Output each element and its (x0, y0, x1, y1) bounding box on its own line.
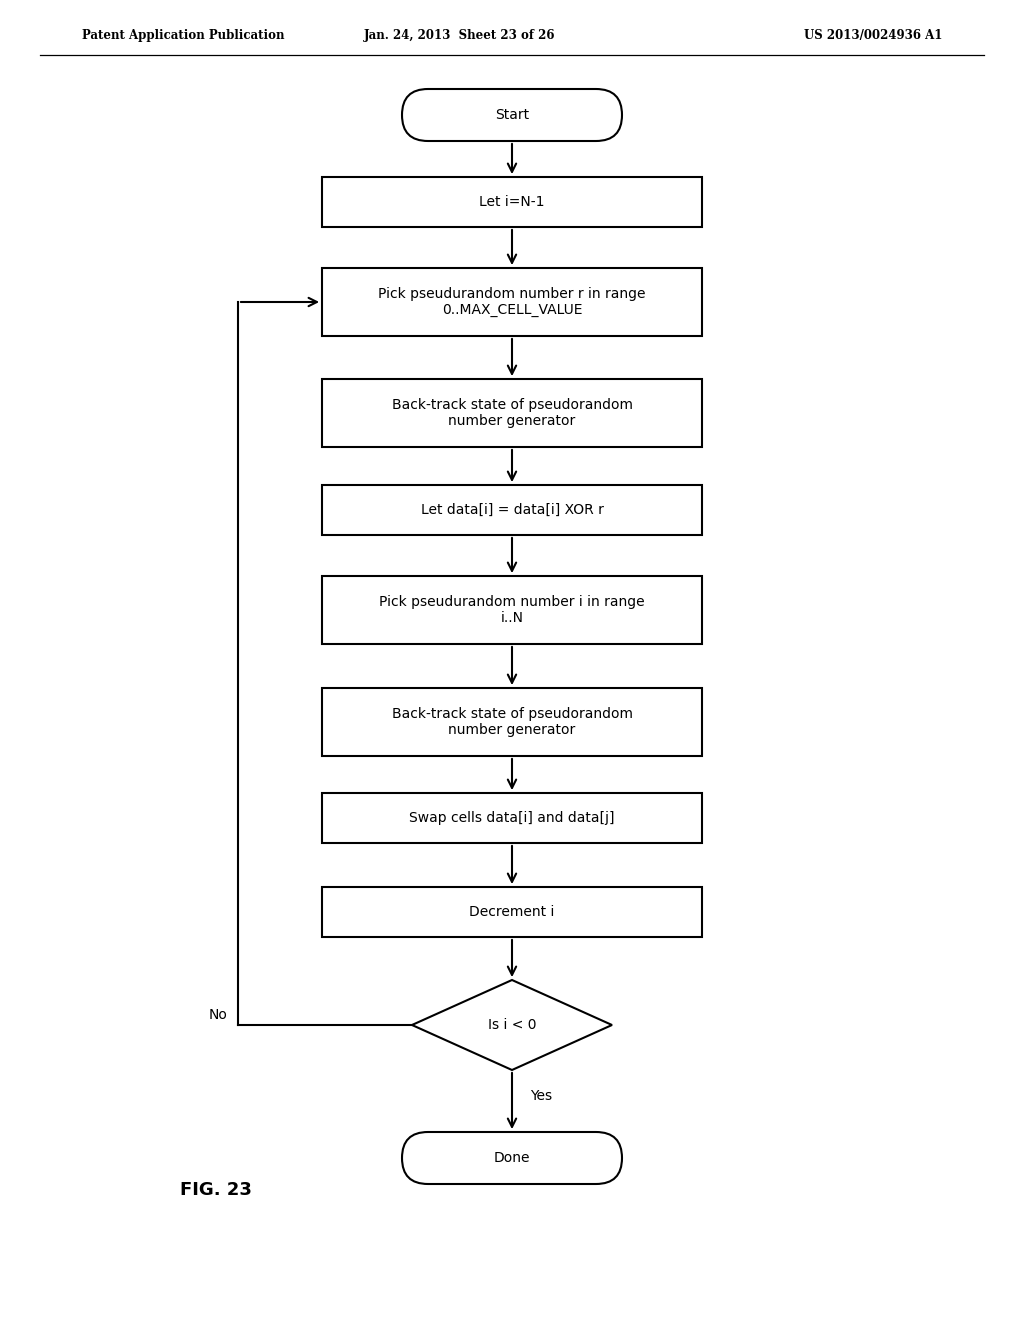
Text: No: No (209, 1008, 228, 1022)
Bar (322, 688, 702, 756)
Text: Swap cells data[i] and data[j]: Swap cells data[i] and data[j] (410, 810, 614, 825)
Text: Yes: Yes (530, 1089, 552, 1104)
Text: Pick pseudurandom number r in range
0..MAX_CELL_VALUE: Pick pseudurandom number r in range 0..M… (378, 286, 646, 317)
Text: Back-track state of pseudorandom
number generator: Back-track state of pseudorandom number … (391, 708, 633, 737)
Text: Back-track state of pseudorandom
number generator: Back-track state of pseudorandom number … (391, 397, 633, 428)
Text: Let i=N-1: Let i=N-1 (479, 195, 545, 209)
Text: Done: Done (494, 1151, 530, 1166)
Bar (322, 177, 702, 227)
Bar (322, 576, 702, 644)
Text: Patent Application Publication: Patent Application Publication (82, 29, 285, 41)
Text: Jan. 24, 2013  Sheet 23 of 26: Jan. 24, 2013 Sheet 23 of 26 (365, 29, 556, 41)
Text: Is i < 0: Is i < 0 (487, 1018, 537, 1032)
Text: Pick pseudurandom number i in range
i..N: Pick pseudurandom number i in range i..N (379, 595, 645, 626)
Bar (322, 379, 702, 447)
Polygon shape (412, 979, 612, 1071)
FancyBboxPatch shape (402, 88, 622, 141)
Bar (322, 887, 702, 937)
Text: US 2013/0024936 A1: US 2013/0024936 A1 (804, 29, 942, 41)
Bar (322, 484, 702, 535)
Bar (322, 793, 702, 843)
Bar (322, 268, 702, 337)
FancyBboxPatch shape (402, 1133, 622, 1184)
Text: Let data[i] = data[i] XOR r: Let data[i] = data[i] XOR r (421, 503, 603, 517)
Text: Decrement i: Decrement i (469, 906, 555, 919)
Text: FIG. 23: FIG. 23 (180, 1181, 252, 1199)
Text: Start: Start (495, 108, 529, 121)
